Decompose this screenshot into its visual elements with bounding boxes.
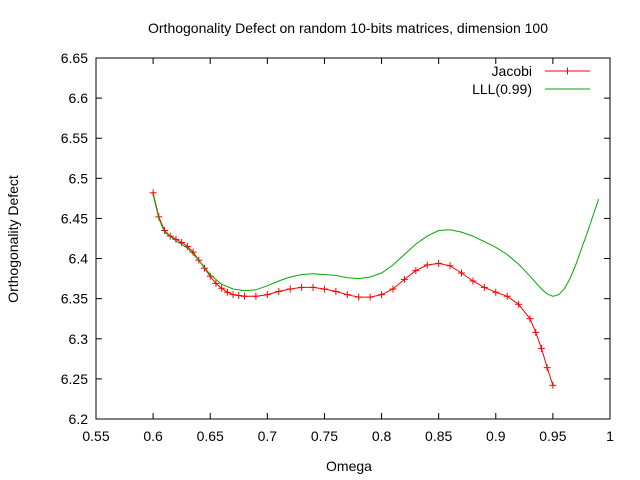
jacobi-point — [161, 226, 169, 234]
y-tick-label: 6.6 — [69, 90, 89, 106]
jacobi-point — [532, 328, 540, 336]
jacobi-point — [537, 344, 545, 352]
jacobi-point — [389, 285, 397, 293]
plot-frame — [95, 57, 611, 420]
jacobi-point — [492, 288, 500, 296]
jacobi-point — [480, 283, 488, 291]
jacobi-point — [458, 269, 466, 277]
jacobi-point — [343, 291, 351, 299]
jacobi-point — [298, 283, 306, 291]
jacobi-point — [240, 292, 248, 300]
series-line-jacobi — [152, 192, 554, 386]
jacobi-point — [526, 315, 534, 323]
jacobi-point — [549, 381, 557, 389]
x-tick-label: 0.6 — [143, 428, 163, 444]
y-tick-label: 6.4 — [69, 251, 89, 267]
jacobi-point — [212, 279, 220, 287]
y-tick-label: 6.2 — [69, 411, 89, 427]
jacobi-point — [412, 267, 420, 275]
jacobi-point — [355, 293, 363, 301]
y-tick-label: 6.65 — [61, 50, 88, 66]
jacobi-point — [366, 293, 374, 301]
legend-label-lll-0-99: LLL(0.99) — [472, 81, 532, 97]
legend-label-jacobi: Jacobi — [492, 63, 532, 79]
x-tick-label: 0.85 — [425, 428, 452, 444]
jacobi-point — [515, 300, 523, 308]
x-axis-label: Omega — [326, 458, 372, 474]
jacobi-point — [218, 284, 226, 292]
x-tick-label: 0.9 — [486, 428, 506, 444]
jacobi-point — [320, 285, 328, 293]
jacobi-point — [332, 287, 340, 295]
jacobi-point — [400, 275, 408, 283]
x-tick-label: 0.75 — [311, 428, 338, 444]
y-tick-label: 6.5 — [69, 170, 89, 186]
jacobi-point — [309, 283, 317, 291]
jacobi-point — [235, 291, 243, 299]
series-line-lll-0-99 — [152, 194, 600, 297]
y-tick-label: 6.25 — [61, 371, 88, 387]
x-tick-label: 1 — [606, 428, 614, 444]
y-tick-label: 6.55 — [61, 130, 88, 146]
legend: Jacobi LLL(0.99) — [472, 63, 590, 97]
jacobi-point — [275, 287, 283, 295]
y-tick-label: 6.35 — [61, 291, 88, 307]
y-tick-label: 6.45 — [61, 210, 88, 226]
jacobi-point — [446, 262, 454, 270]
jacobi-point — [543, 364, 551, 372]
jacobi-point — [223, 288, 231, 296]
axis-ticks: 0.55 0.6 0.65 0.7 0.75 0.8 0.85 0.9 0.95 1 6.2 6.25… — [61, 50, 614, 444]
plot-area — [149, 189, 600, 389]
x-tick-label: 0.95 — [539, 428, 566, 444]
jacobi-point — [423, 261, 431, 269]
jacobi-point — [435, 259, 443, 267]
jacobi-point — [263, 291, 271, 299]
jacobi-point — [378, 291, 386, 299]
x-tick-label: 0.8 — [372, 428, 392, 444]
jacobi-point — [503, 292, 511, 300]
x-tick-label: 0.55 — [82, 428, 109, 444]
jacobi-point — [469, 277, 477, 285]
jacobi-point — [252, 292, 260, 300]
x-tick-label: 0.7 — [258, 428, 278, 444]
jacobi-point — [286, 285, 294, 293]
chart-title: Orthogonality Defect on random 10-bits m… — [148, 20, 548, 36]
x-tick-label: 0.65 — [197, 428, 224, 444]
y-tick-label: 6.3 — [69, 331, 89, 347]
y-axis-label: Orthogonality Defect — [5, 175, 21, 303]
jacobi-point — [229, 291, 237, 299]
